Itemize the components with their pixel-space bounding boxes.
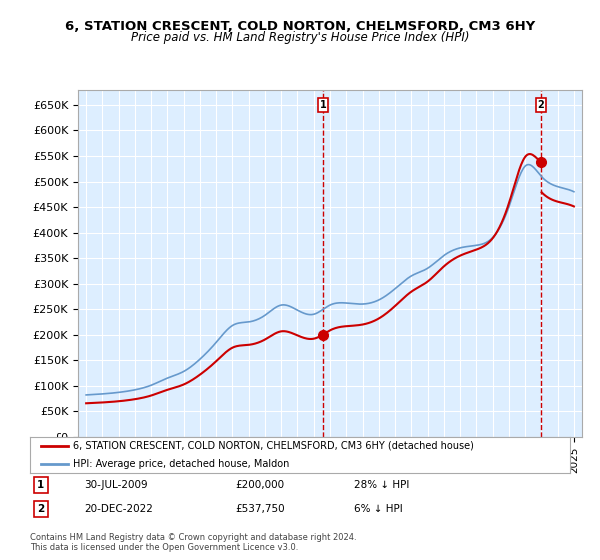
Text: 6, STATION CRESCENT, COLD NORTON, CHELMSFORD, CM3 6HY: 6, STATION CRESCENT, COLD NORTON, CHELMS… [65, 20, 535, 32]
Text: 2: 2 [37, 504, 44, 514]
Text: 6% ↓ HPI: 6% ↓ HPI [354, 504, 403, 514]
Text: 1: 1 [37, 480, 44, 490]
Text: HPI: Average price, detached house, Maldon: HPI: Average price, detached house, Mald… [73, 459, 290, 469]
Text: £537,750: £537,750 [235, 504, 285, 514]
Text: 28% ↓ HPI: 28% ↓ HPI [354, 480, 409, 490]
Text: 6, STATION CRESCENT, COLD NORTON, CHELMSFORD, CM3 6HY (detached house): 6, STATION CRESCENT, COLD NORTON, CHELMS… [73, 441, 474, 451]
Text: Contains HM Land Registry data © Crown copyright and database right 2024.: Contains HM Land Registry data © Crown c… [30, 533, 356, 542]
Text: 20-DEC-2022: 20-DEC-2022 [84, 504, 153, 514]
Text: £200,000: £200,000 [235, 480, 284, 490]
Text: 30-JUL-2009: 30-JUL-2009 [84, 480, 148, 490]
Text: This data is licensed under the Open Government Licence v3.0.: This data is licensed under the Open Gov… [30, 543, 298, 552]
Text: 2: 2 [538, 100, 544, 110]
Text: 1: 1 [320, 100, 326, 110]
Text: Price paid vs. HM Land Registry's House Price Index (HPI): Price paid vs. HM Land Registry's House … [131, 31, 469, 44]
